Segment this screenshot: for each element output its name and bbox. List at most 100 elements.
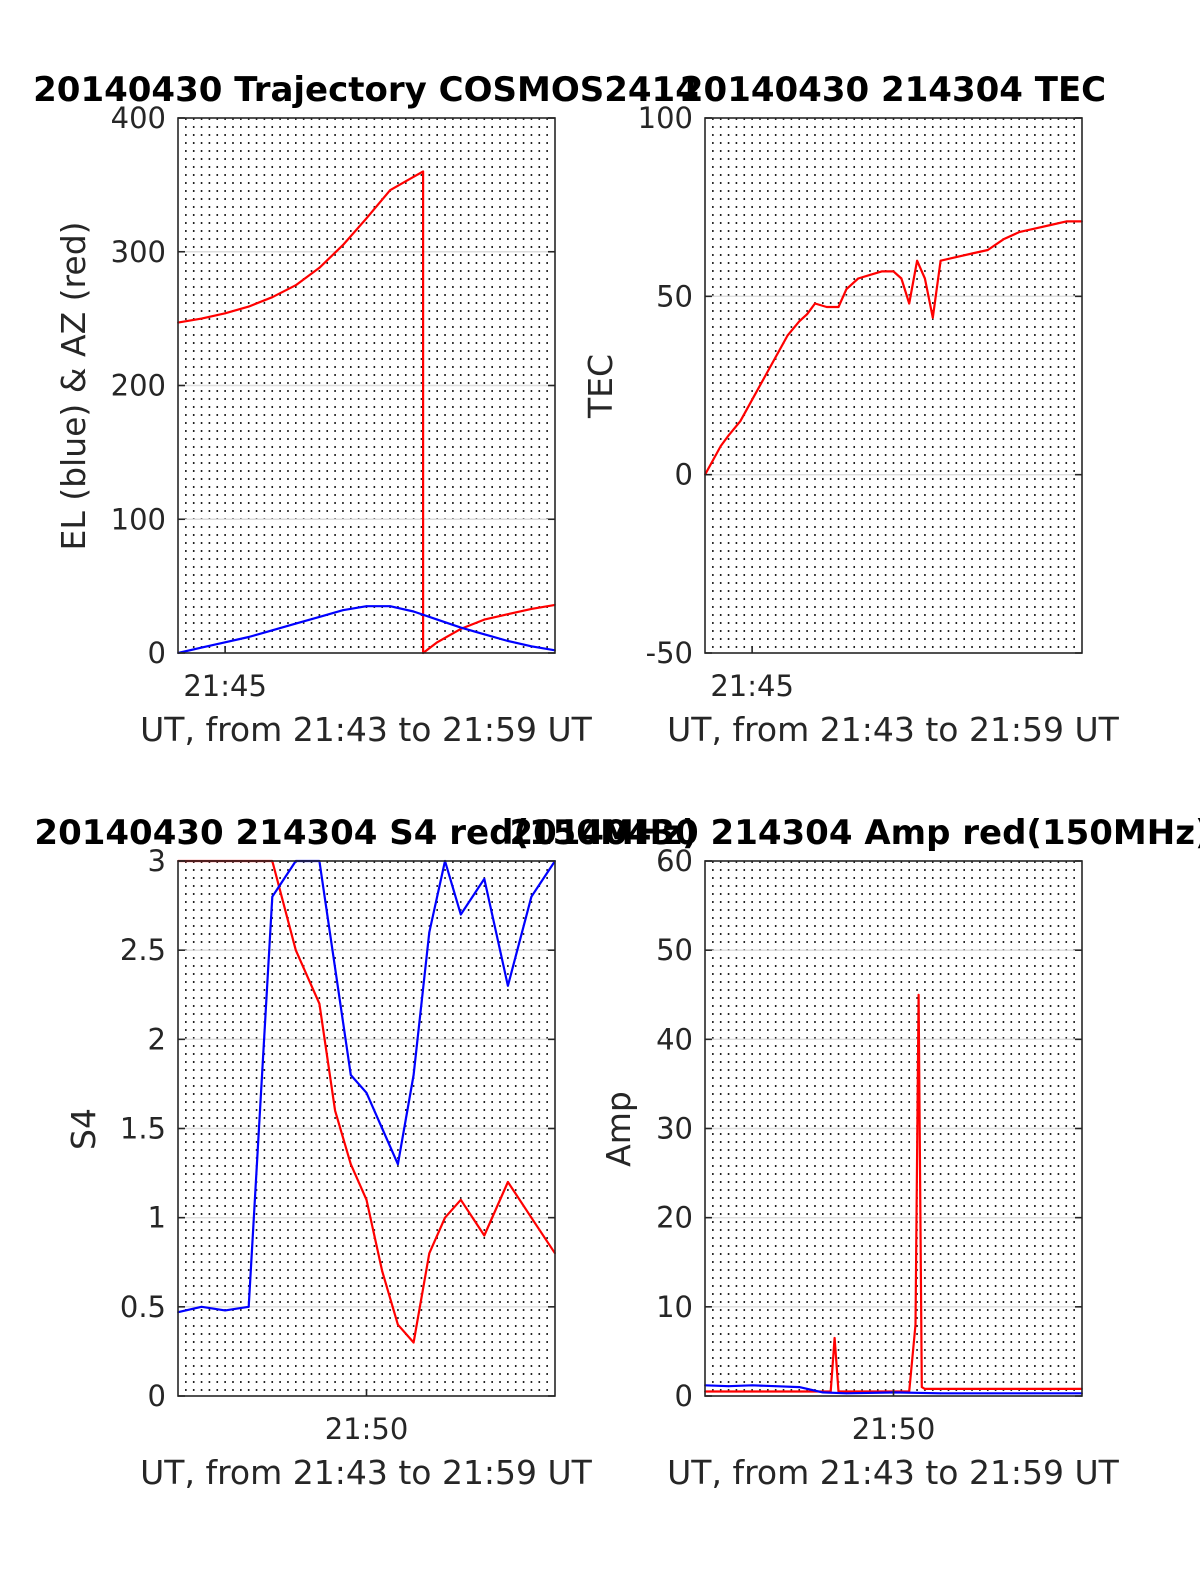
trajectory-red-data-point xyxy=(294,284,297,287)
trajectory-y-tick-label: 0 xyxy=(148,636,166,670)
amp-red-data-point xyxy=(920,1386,923,1388)
tec-y-tick-label: 50 xyxy=(656,279,693,313)
amp-blue-data-point xyxy=(845,1392,848,1395)
trajectory-y-axis-label: EL (blue) & AZ (red) xyxy=(54,221,93,550)
s4-blue-series-line xyxy=(177,859,556,1314)
trajectory-x-tick-label: 21:45 xyxy=(183,669,267,703)
tec-y-tick-label: 100 xyxy=(638,101,693,135)
amp-blue-data-point xyxy=(1034,1392,1036,1395)
trajectory-x-axis-label: UT, from 21:43 to 21:59 UT xyxy=(140,710,593,749)
s4-red-data-point xyxy=(334,1109,336,1112)
amp-y-tick-label: 50 xyxy=(656,933,693,967)
s4-y-tick-label: 1.5 xyxy=(120,1112,166,1146)
tec-plot-frame xyxy=(704,117,1083,654)
s4-blue-data-point xyxy=(349,1074,352,1076)
amp-y-tick-label: 0 xyxy=(675,1379,693,1413)
trajectory-y-tick-label: 100 xyxy=(111,502,166,536)
s4-red-data-point xyxy=(459,1198,462,1201)
s4-red-data-point xyxy=(381,1270,384,1273)
s4-x-axis-label: UT, from 21:43 to 21:59 UT xyxy=(140,1453,593,1492)
tec-red-data-point xyxy=(939,259,942,262)
trajectory-red-data-point xyxy=(436,641,439,644)
trajectory-red-data-point xyxy=(530,608,533,610)
amp-blue-data-point xyxy=(727,1385,730,1388)
tec-red-data-point xyxy=(900,277,903,280)
trajectory-blue-data-point xyxy=(389,605,391,608)
trajectory-blue-data-point xyxy=(271,629,274,632)
s4-x-tick-label: 21:50 xyxy=(325,1412,409,1446)
trajectory-blue-data-point xyxy=(507,640,509,642)
amp-y-axis-label: Amp xyxy=(599,1091,638,1167)
trajectory-blue-series-line xyxy=(177,605,556,655)
s4-red-data-point xyxy=(412,1341,415,1344)
s4-y-tick-label: 3 xyxy=(148,844,166,878)
tec-red-data-point xyxy=(837,306,840,308)
s4-blue-data-point xyxy=(334,967,336,969)
tec-red-data-point xyxy=(1002,238,1005,241)
trajectory-blue-data-point xyxy=(247,636,250,638)
s4-blue-data-point xyxy=(412,1074,415,1076)
tec-y-axis-label: TEC xyxy=(581,354,620,419)
s4-red-data-point xyxy=(530,1216,533,1219)
s4-red-data-point xyxy=(397,1323,399,1326)
tec-red-data-point xyxy=(857,277,860,280)
tec-red-data-point xyxy=(1034,227,1036,230)
amp-blue-data-point xyxy=(939,1392,942,1395)
trajectory-red-data-point xyxy=(365,217,368,220)
s4-blue-data-point xyxy=(224,1309,227,1312)
trajectory-y-tick-label: 400 xyxy=(111,101,166,135)
amp-red-data-point xyxy=(917,993,920,996)
tec-red-data-point xyxy=(908,302,911,305)
s4-blue-data-point xyxy=(381,1127,384,1130)
s4-blue-data-point xyxy=(459,913,462,916)
s4-blue-data-point xyxy=(397,1163,399,1166)
amp-blue-data-point xyxy=(798,1386,801,1388)
s4-red-data-point xyxy=(507,1181,509,1183)
amp-y-tick-label: 20 xyxy=(656,1201,693,1235)
s4-red-data-point xyxy=(365,1198,368,1201)
tec-red-data-point xyxy=(1018,231,1021,234)
tec-red-data-point xyxy=(845,288,848,291)
trajectory-blue-data-point xyxy=(412,610,415,613)
tec-red-data-point xyxy=(825,306,828,308)
s4-blue-data-point xyxy=(365,1091,368,1094)
tec-red-data-point xyxy=(869,274,871,276)
s4-red-data-point xyxy=(349,1163,352,1166)
trajectory-title: 20140430 Trajectory COSMOS2414 xyxy=(33,70,699,110)
tec-x-axis-label: UT, from 21:43 to 21:59 UT xyxy=(667,710,1120,749)
s4-red-data-point xyxy=(428,1252,431,1255)
trajectory-red-data-point xyxy=(507,613,509,616)
s4-red-data-point xyxy=(294,949,297,952)
tec-red-data-point xyxy=(786,334,789,337)
s4-red-data-point xyxy=(318,1002,321,1005)
tec-red-data-point xyxy=(955,256,958,258)
tec-y-tick-label: 0 xyxy=(675,458,693,492)
s4-blue-data-point xyxy=(530,895,533,898)
trajectory-red-data-point xyxy=(247,305,250,308)
tec-red-series-line xyxy=(704,220,1082,476)
tec-red-data-point xyxy=(727,434,730,437)
tec-red-data-point xyxy=(880,270,883,273)
trajectory-blue-data-point xyxy=(200,646,203,649)
tec-title: 20140430 214304 TEC xyxy=(680,70,1106,110)
tec-red-data-point xyxy=(774,356,777,358)
tec-red-data-point xyxy=(751,398,753,401)
trajectory-red-data-point xyxy=(200,317,203,320)
trajectory-blue-data-point xyxy=(224,641,227,644)
amp-blue-series-line xyxy=(704,1384,1082,1395)
amp-red-data-point xyxy=(833,1337,836,1339)
trajectory-blue-data-point xyxy=(365,605,368,608)
trajectory-red-data-point xyxy=(412,175,415,178)
tec-red-data-point xyxy=(763,377,765,380)
trajectory-blue-data-point xyxy=(318,616,321,618)
tec-red-data-point xyxy=(931,316,934,319)
chart-amp: 0 10 20 30 40 50 60 21:50 20140430 214304 Amp … xyxy=(509,813,1200,1492)
amp-y-tick-label: 60 xyxy=(656,844,693,878)
trajectory-red-data-point xyxy=(422,170,424,173)
tec-red-data-point xyxy=(986,249,989,251)
s4-y-tick-label: 0.5 xyxy=(120,1290,166,1324)
s4-y-tick-label: 2.5 xyxy=(120,933,166,967)
trajectory-red-data-point xyxy=(271,296,274,299)
